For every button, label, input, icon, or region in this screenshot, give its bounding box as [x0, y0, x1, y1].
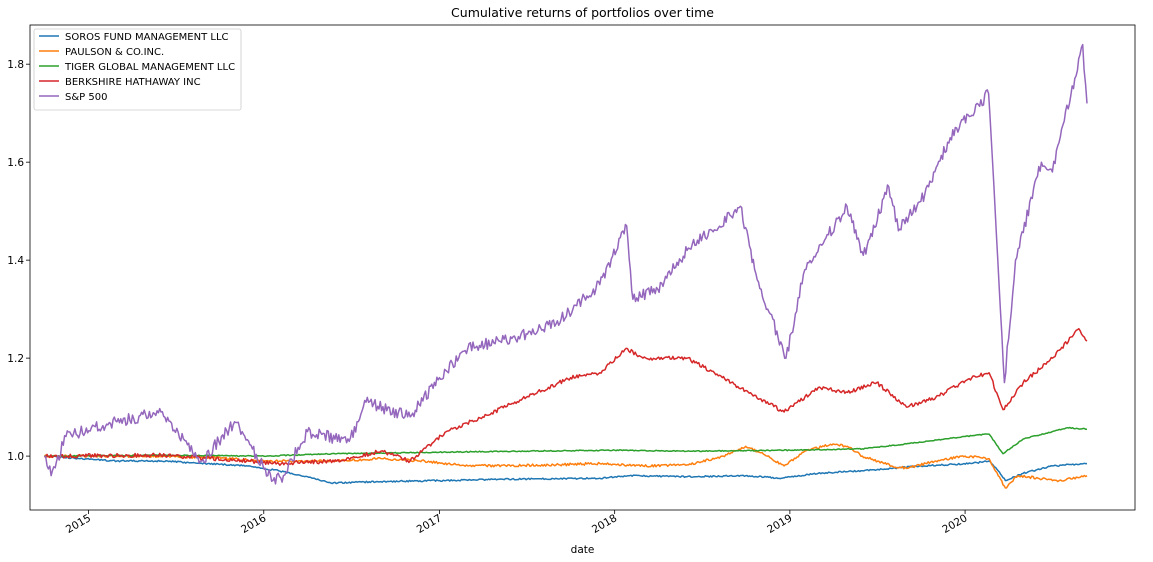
- x-axis: 2015 2016 2017 2018 2019 2020: [64, 510, 970, 536]
- x-tick-label: 2019: [765, 512, 794, 536]
- y-axis: 1.0 1.2 1.4 1.6 1.8: [7, 59, 30, 463]
- y-tick-label: 1.4: [7, 255, 24, 267]
- x-tick-label: 2018: [590, 512, 619, 536]
- y-tick-label: 1.6: [7, 157, 24, 169]
- series-line-5: [44, 43, 1088, 485]
- series-line-3: [44, 426, 1088, 458]
- legend-box: [33, 28, 242, 111]
- plot-frame: [29, 24, 1136, 511]
- legend-label: S&P 500: [65, 92, 107, 103]
- legend-label: PAULSON & CO.INC.: [65, 47, 164, 58]
- x-tick-label: 2017: [415, 512, 444, 536]
- x-tick-label: 2016: [239, 512, 268, 536]
- legend: SOROS FUND MANAGEMENT LLC PAULSON & CO.IN…: [33, 28, 242, 111]
- series-layer: [43, 43, 1088, 489]
- legend-label: SOROS FUND MANAGEMENT LLC: [65, 32, 229, 43]
- x-tick-label: 2015: [64, 512, 93, 536]
- legend-label: BERKSHIRE HATHAWAY INC: [65, 77, 201, 88]
- y-tick-label: 1.8: [7, 59, 24, 71]
- y-tick-label: 1.0: [7, 451, 24, 463]
- x-axis-label: date: [571, 544, 595, 556]
- y-tick-label: 1.2: [7, 353, 24, 365]
- x-tick-label: 2020: [940, 512, 969, 536]
- series-line-4: [43, 327, 1088, 467]
- chart-title: Cumulative returns of portfolios over ti…: [451, 5, 714, 20]
- legend-label: TIGER GLOBAL MANAGEMENT LLC: [64, 62, 235, 73]
